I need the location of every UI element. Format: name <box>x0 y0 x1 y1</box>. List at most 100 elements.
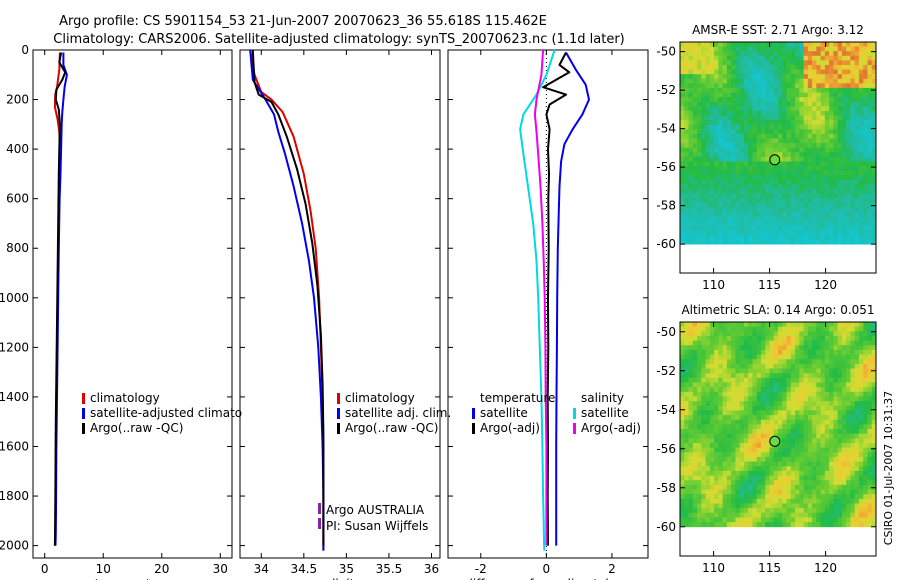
heatmap-cell <box>837 216 843 222</box>
heatmap-cell <box>833 480 839 486</box>
heatmap-cell <box>705 78 711 84</box>
heatmap-cell <box>756 396 762 402</box>
heatmap-cell <box>773 391 779 397</box>
heatmap-cell <box>790 349 796 355</box>
heatmap-cell <box>812 221 817 227</box>
heatmap-cell <box>701 512 706 518</box>
heatmap-cell <box>714 124 719 130</box>
heatmap-cell <box>765 198 770 204</box>
heatmap-cell <box>799 211 804 217</box>
heatmap-cell <box>718 322 724 328</box>
heatmap-cell <box>735 419 741 425</box>
heatmap-cell <box>760 234 766 240</box>
heatmap-cell <box>735 512 741 518</box>
heatmap-cell <box>752 87 758 93</box>
heatmap-cell <box>816 433 822 439</box>
heatmap-cell <box>684 438 689 444</box>
heatmap-cell <box>867 368 873 374</box>
heatmap-cell <box>841 166 847 172</box>
heatmap-cell <box>858 456 864 462</box>
heatmap-cell <box>697 69 702 75</box>
heatmap-cell <box>863 354 868 360</box>
heatmap-cell <box>833 340 839 346</box>
heatmap-cell <box>782 124 787 130</box>
heatmap-cell <box>778 234 783 240</box>
heatmap-cell <box>858 115 864 121</box>
heatmap-cell <box>829 193 834 199</box>
heatmap-cell <box>820 517 826 523</box>
heatmap-cell <box>756 230 762 236</box>
heatmap-cell <box>752 494 758 500</box>
heatmap-cell <box>820 326 826 332</box>
heatmap-cell <box>854 211 860 217</box>
heatmap-cell <box>697 461 702 467</box>
heatmap-cell <box>714 368 719 374</box>
heatmap-cell <box>850 401 856 407</box>
heatmap-cell <box>778 161 783 167</box>
heatmap-cell <box>803 55 809 61</box>
heatmap-cell <box>731 517 736 523</box>
heatmap-cell <box>854 156 860 162</box>
heatmap-cell <box>790 396 796 402</box>
heatmap-cell <box>854 207 860 213</box>
heatmap-cell <box>829 331 834 337</box>
heatmap-cell <box>824 147 830 153</box>
heatmap-cell <box>812 461 817 467</box>
heatmap-cell <box>726 161 732 167</box>
heatmap-cell <box>795 349 800 355</box>
heatmap-cell <box>782 484 787 490</box>
heatmap-cell <box>722 230 728 236</box>
heatmap-cell <box>863 470 868 476</box>
heatmap-cell <box>846 433 851 439</box>
heatmap-cell <box>778 335 783 342</box>
heatmap-cell <box>760 335 766 342</box>
heatmap-cell <box>726 512 732 518</box>
heatmap-cell <box>786 221 792 227</box>
sst_map-axes-box <box>679 41 877 274</box>
heatmap-cell <box>692 216 698 222</box>
heatmap-cell <box>705 234 711 240</box>
heatmap-cell <box>760 170 766 176</box>
heatmap-cell <box>709 74 715 80</box>
heatmap-cell <box>760 475 766 481</box>
heatmap-cell <box>871 373 877 379</box>
heatmap-cell <box>846 143 851 149</box>
heatmap-cell <box>769 452 775 458</box>
heatmap-cell <box>799 179 804 185</box>
heatmap-cell <box>824 503 830 509</box>
heatmap-cell <box>846 120 851 126</box>
heatmap-cell <box>778 503 783 509</box>
heatmap-cell <box>829 115 834 121</box>
heatmap-cell <box>829 202 834 208</box>
heatmap-cell <box>867 354 873 360</box>
heatmap-cell <box>743 170 749 176</box>
heatmap-cell <box>684 452 689 458</box>
heatmap-cell <box>688 359 694 365</box>
heatmap-cell <box>722 433 728 439</box>
heatmap-cell <box>778 120 783 126</box>
heatmap-cell <box>743 124 749 130</box>
heatmap-cell <box>799 120 804 126</box>
heatmap-cell <box>739 517 745 523</box>
heatmap-cell <box>752 484 758 490</box>
heatmap-cell <box>701 166 706 172</box>
heatmap-cell <box>697 480 702 486</box>
heatmap-cell <box>709 359 715 365</box>
heatmap-cell <box>756 484 762 490</box>
heatmap-cell <box>799 221 804 227</box>
heatmap-cell <box>799 438 804 444</box>
heatmap-cell <box>850 216 856 222</box>
heatmap-cell <box>688 198 694 204</box>
heatmap-cell <box>782 470 787 476</box>
heatmap-cell <box>803 438 809 444</box>
heatmap-cell <box>795 442 800 449</box>
heatmap-cell <box>692 447 698 453</box>
heatmap-cell <box>854 74 860 80</box>
heatmap-cell <box>829 170 834 176</box>
heatmap-cell <box>782 74 787 80</box>
heatmap-cell <box>718 480 724 486</box>
heatmap-cell <box>854 442 860 449</box>
heatmap-cell <box>807 429 813 435</box>
heatmap-cell <box>837 225 843 231</box>
heatmap-cell <box>854 452 860 458</box>
